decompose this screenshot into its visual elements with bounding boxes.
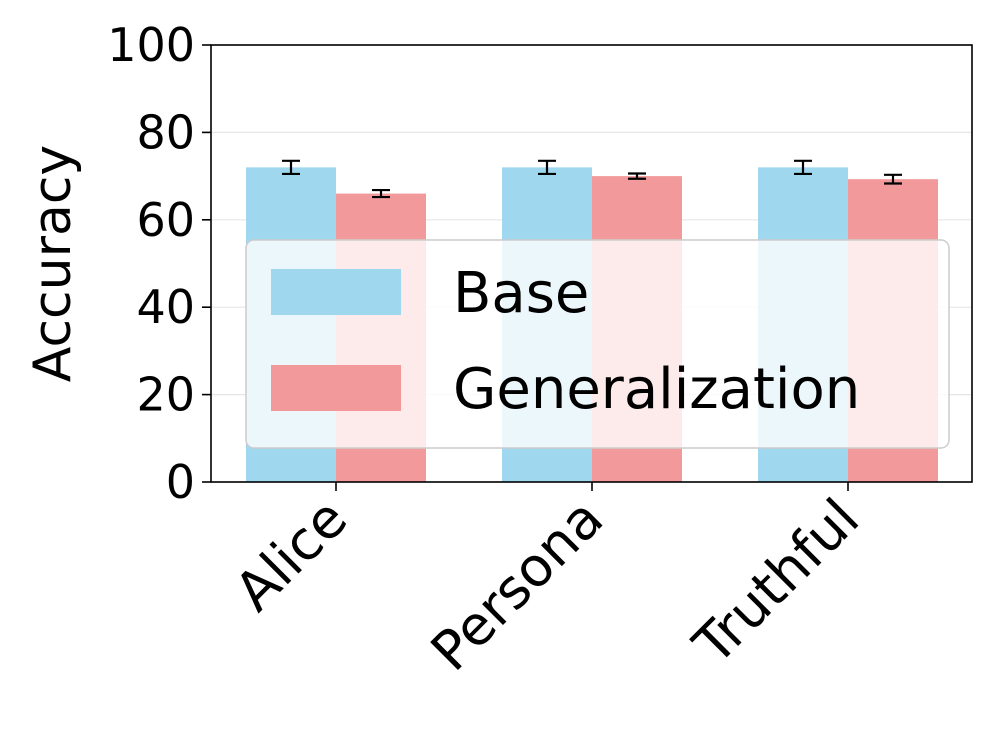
y-tick-label: 20 <box>136 368 195 422</box>
legend: Base Generalization <box>245 239 950 449</box>
y-tick-label: 60 <box>136 193 195 247</box>
y-tick-label: 80 <box>136 105 195 159</box>
legend-label-base: Base <box>453 261 589 326</box>
error-bars <box>282 159 902 199</box>
legend-swatch-base <box>271 269 401 315</box>
y-axis-title: Accuracy <box>23 145 83 382</box>
y-tick-label: 100 <box>107 18 195 72</box>
x-tick-label-persona: Persona <box>419 487 615 683</box>
y-tick-label: 0 <box>166 455 195 509</box>
x-tick-label-truthful: Truthful <box>681 487 871 677</box>
x-tick-label-alice: Alice <box>223 487 359 623</box>
legend-swatch-generalization <box>271 365 401 411</box>
y-axis: 0 20 40 60 80 100 <box>107 18 211 509</box>
y-tick-label: 40 <box>136 280 195 334</box>
x-axis: Alice Persona Truthful <box>223 482 871 683</box>
legend-box <box>245 239 950 449</box>
legend-label-generalization: Generalization <box>453 357 860 422</box>
